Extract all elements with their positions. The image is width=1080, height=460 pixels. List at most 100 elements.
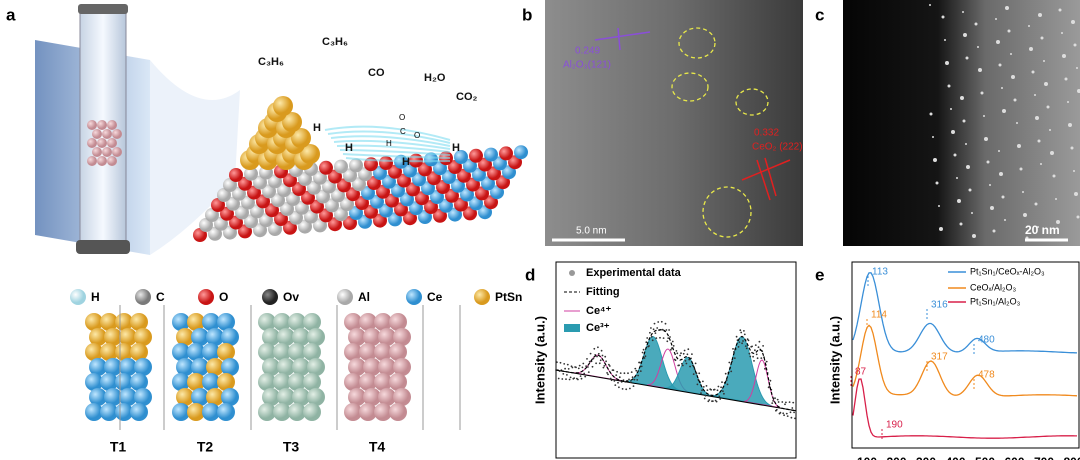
point — [633, 378, 636, 381]
point — [719, 398, 722, 400]
atom — [262, 388, 280, 406]
point — [735, 335, 738, 338]
point — [670, 348, 672, 351]
particle — [932, 136, 934, 138]
point — [792, 401, 795, 404]
point — [562, 373, 565, 375]
point — [655, 337, 658, 339]
point — [738, 341, 741, 343]
particle — [1001, 87, 1003, 89]
point — [751, 345, 753, 348]
point — [743, 333, 746, 336]
point — [724, 372, 727, 375]
point — [568, 378, 571, 381]
point — [661, 328, 664, 331]
legend-label: O — [219, 290, 228, 304]
particle — [1040, 163, 1042, 165]
point — [573, 377, 576, 379]
particle — [978, 68, 982, 72]
atom — [344, 313, 362, 331]
point — [578, 364, 581, 367]
particle — [929, 4, 931, 6]
point — [617, 381, 619, 384]
point — [716, 389, 719, 392]
particle — [1029, 47, 1033, 51]
legend-label: Ce — [427, 290, 443, 304]
axes — [851, 261, 1080, 449]
point — [596, 355, 598, 358]
particle — [935, 181, 939, 185]
flow — [324, 125, 451, 141]
molecule: CO — [368, 67, 385, 79]
point — [794, 417, 796, 420]
atom — [359, 373, 377, 391]
particle — [963, 33, 967, 37]
particle — [1073, 170, 1075, 172]
point — [652, 328, 655, 331]
point — [639, 361, 641, 364]
peak-label: 87 — [855, 367, 867, 378]
plane: Al₂O₃(121) — [563, 60, 611, 71]
atom — [258, 313, 276, 331]
legend-swatch — [198, 289, 214, 305]
point — [776, 398, 779, 401]
particle — [1050, 151, 1054, 155]
point — [754, 349, 756, 352]
peak-label: 114 — [871, 310, 887, 321]
tube-cap — [78, 4, 128, 14]
atom — [119, 328, 137, 346]
point — [786, 415, 789, 417]
atom — [92, 129, 102, 139]
atom — [102, 147, 112, 157]
atom — [202, 373, 220, 391]
point — [591, 365, 594, 368]
point — [582, 362, 585, 365]
point — [597, 346, 599, 349]
point — [601, 354, 604, 357]
atom — [107, 138, 117, 148]
spectrum-line — [852, 378, 1077, 439]
point — [741, 342, 743, 345]
atom — [206, 388, 224, 406]
point — [749, 355, 752, 358]
point — [576, 377, 578, 380]
atom — [229, 168, 243, 182]
atom — [97, 156, 107, 166]
particle — [990, 206, 994, 210]
panel-label: a — [6, 5, 16, 24]
point — [702, 380, 704, 383]
atom — [303, 313, 321, 331]
plot — [852, 272, 1078, 439]
fit-peak — [663, 356, 713, 397]
particle — [971, 212, 973, 214]
atom — [87, 120, 97, 130]
atom — [85, 343, 103, 361]
point — [674, 359, 677, 362]
particle — [1058, 8, 1062, 12]
point — [567, 368, 570, 370]
flow — [327, 130, 451, 144]
atom — [288, 403, 306, 421]
x-tick-label: 100 — [857, 455, 877, 460]
particle — [1044, 82, 1048, 86]
atom — [344, 343, 362, 361]
point — [579, 375, 582, 377]
particle — [995, 18, 997, 20]
atom — [130, 313, 148, 331]
particle — [984, 137, 988, 141]
point — [793, 411, 795, 414]
atom — [172, 313, 190, 331]
atom — [374, 343, 392, 361]
x-tick-label: 400 — [945, 455, 965, 460]
point — [581, 366, 584, 369]
tem-image — [545, 0, 803, 246]
atom — [393, 358, 411, 376]
point — [665, 329, 668, 331]
atom-label: H — [386, 139, 392, 148]
particle — [1034, 202, 1038, 206]
point — [725, 379, 728, 382]
atom — [334, 159, 348, 174]
atom — [104, 328, 122, 346]
point — [625, 388, 628, 391]
atom — [291, 128, 311, 148]
